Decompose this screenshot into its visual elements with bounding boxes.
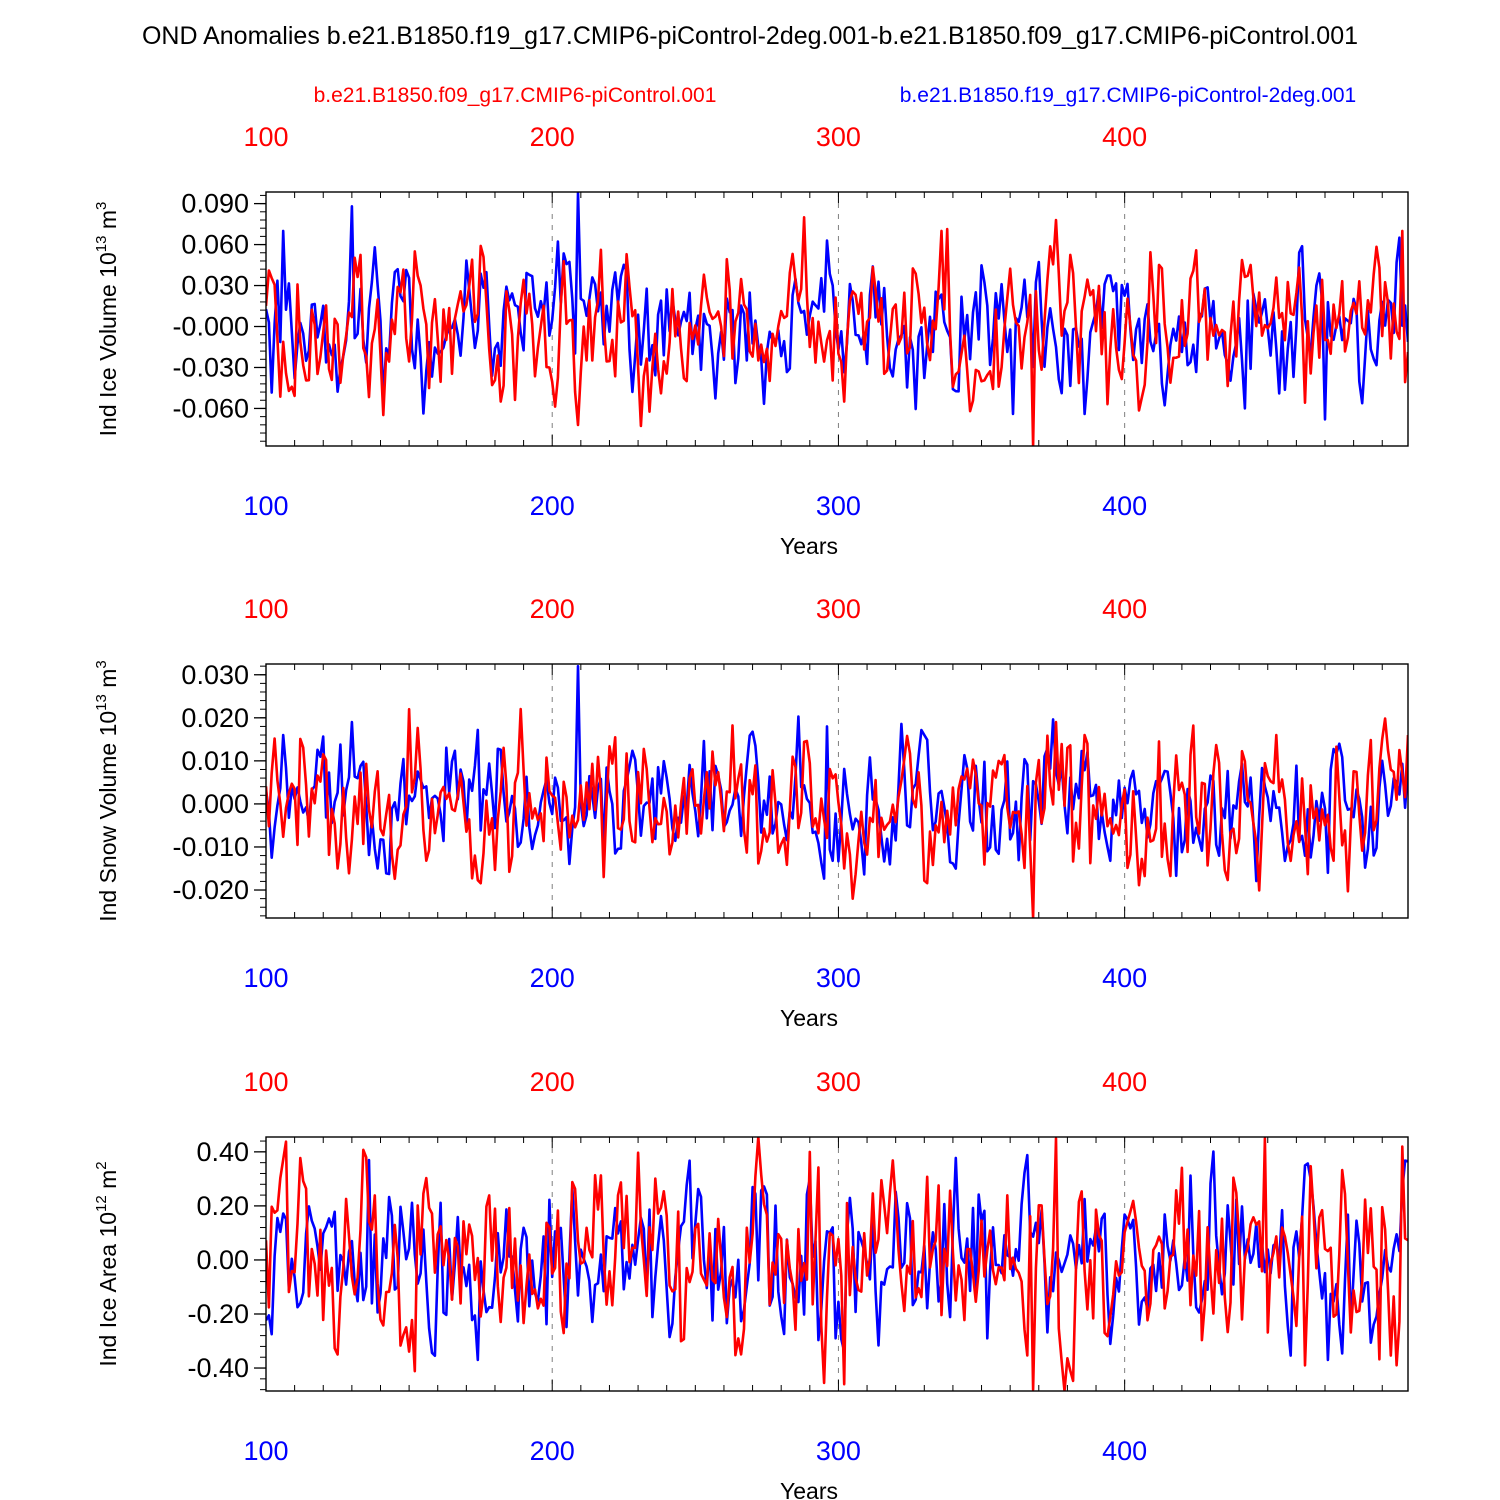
y-tick-label: -0.20	[187, 1299, 249, 1329]
y-tick-label: -0.000	[172, 312, 249, 342]
y-axis-label-exponent: 13	[93, 694, 110, 711]
y-tick-label: 0.010	[181, 746, 249, 776]
y-tick-label: -0.020	[172, 875, 249, 905]
bottom-xtick-label: 100	[243, 1436, 288, 1466]
top-xtick-label: 100	[243, 1067, 288, 1097]
bottom-xtick-label: 100	[243, 491, 288, 521]
chart-panel-3: 100 100 200 200 300 300 400 400 -0.40 -0.20 0.00 0.…	[93, 1067, 1409, 1500]
chart-panel-1: 100 100 200 200 300 300 400 400 -0.060 -0.030 -0.0…	[93, 122, 1409, 559]
figure-title: OND Anomalies b.e21.B1850.f19_g17.CMIP6-…	[142, 22, 1358, 50]
y-axis-label: Ind Snow Volume 1013 m3	[93, 660, 121, 922]
y-tick-label: -0.40	[187, 1353, 249, 1383]
bottom-xtick-label: 200	[530, 491, 575, 521]
x-axis-label: Years	[780, 1005, 838, 1031]
y-tick-label: 0.060	[181, 230, 249, 260]
top-xtick-label: 300	[816, 122, 861, 152]
y-axis-label-unit: m	[95, 210, 121, 236]
plot-frame	[265, 663, 1409, 919]
bottom-xtick-label: 100	[243, 963, 288, 993]
top-xtick-label: 400	[1102, 122, 1147, 152]
y-tick-label: 0.00	[196, 1245, 249, 1275]
series-line-red	[266, 1137, 1408, 1391]
top-xtick-label: 200	[530, 1067, 575, 1097]
y-axis-label-main: Ind Ice Area 10	[95, 1212, 121, 1367]
series-line-red	[266, 216, 1408, 446]
y-tick-label: -0.030	[172, 352, 249, 382]
top-xtick-label: 200	[530, 594, 575, 624]
y-tick-label: 0.40	[196, 1137, 249, 1167]
panels-group: 100 100 200 200 300 300 400 400 -0.060 -0.030 -0.0…	[93, 122, 1409, 1500]
y-axis-label-exponent: 13	[93, 236, 110, 253]
bottom-xtick-label: 300	[816, 1436, 861, 1466]
y-axis-label-main: Ind Ice Volume 10	[95, 252, 121, 436]
y-axis-label-unit: m	[95, 669, 121, 695]
y-axis-label-unit-exponent: 3	[93, 202, 110, 210]
y-axis-label: Ind Ice Area 1012 m2	[93, 1161, 121, 1366]
bottom-xtick-label: 400	[1102, 963, 1147, 993]
plot-frame	[265, 191, 1409, 447]
top-xtick-label: 200	[530, 122, 575, 152]
bottom-xtick-label: 400	[1102, 491, 1147, 521]
series-line-red	[266, 707, 1408, 918]
top-xtick-label: 100	[243, 594, 288, 624]
legend-blue-label: b.e21.B1850.f19_g17.CMIP6-piControl-2deg…	[900, 84, 1356, 107]
y-tick-label: 0.20	[196, 1191, 249, 1221]
y-axis-label-unit: m	[95, 1170, 121, 1196]
y-tick-label: 0.030	[181, 271, 249, 301]
top-xtick-label: 300	[816, 594, 861, 624]
y-tick-label: 0.020	[181, 703, 249, 733]
chart-panel-2: 100 100 200 200 300 300 400 400 -0.020 -0.010 0.00…	[93, 594, 1409, 1031]
series-line-blue	[266, 664, 1408, 883]
y-axis-label: Ind Ice Volume 1013 m3	[93, 202, 121, 437]
y-tick-label: -0.010	[172, 832, 249, 862]
y-axis-label-unit-exponent: 3	[93, 660, 110, 668]
bottom-xtick-label: 200	[530, 963, 575, 993]
plot-frame	[265, 1136, 1409, 1392]
top-xtick-label: 100	[243, 122, 288, 152]
y-tick-label: 0.030	[181, 660, 249, 690]
legend-red-label: b.e21.B1850.f09_g17.CMIP6-piControl.001	[314, 84, 717, 107]
y-axis-label-main: Ind Snow Volume 10	[95, 711, 121, 922]
x-axis-label: Years	[780, 533, 838, 559]
y-axis-label-unit-exponent: 2	[93, 1161, 110, 1169]
y-tick-label: -0.060	[172, 393, 249, 423]
y-tick-label: 0.000	[181, 789, 249, 819]
top-xtick-label: 300	[816, 1067, 861, 1097]
x-axis-label: Years	[780, 1478, 838, 1500]
top-xtick-label: 400	[1102, 1067, 1147, 1097]
bottom-xtick-label: 400	[1102, 1436, 1147, 1466]
top-xtick-label: 400	[1102, 594, 1147, 624]
bottom-xtick-label: 200	[530, 1436, 575, 1466]
bottom-xtick-label: 300	[816, 491, 861, 521]
y-axis-label-exponent: 12	[93, 1195, 110, 1212]
bottom-xtick-label: 300	[816, 963, 861, 993]
y-tick-label: 0.090	[181, 189, 249, 219]
